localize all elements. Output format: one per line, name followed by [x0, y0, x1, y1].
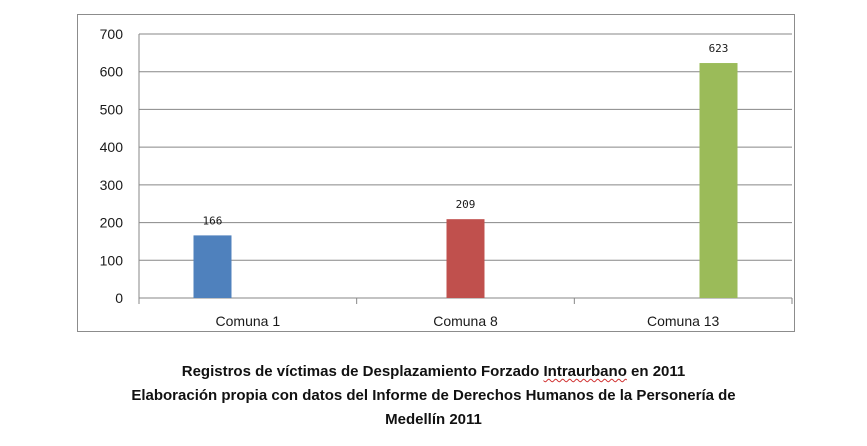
- y-tick-label: 0: [115, 290, 123, 306]
- bar: [699, 63, 738, 298]
- data-label: 209: [456, 198, 476, 211]
- chart-frame: 0 100 200 300 400 500 600 700 166 209 623 Comuna 1 C…: [77, 14, 795, 332]
- y-tick-label: 700: [100, 26, 124, 42]
- data-label: 166: [203, 214, 223, 227]
- caption-line-1-start: Registros de víctimas de Desplazamiento …: [181, 363, 544, 380]
- y-tick-label: 400: [100, 139, 124, 155]
- caption-spellcheck-word: Intraurbano: [543, 363, 627, 380]
- bar: [193, 235, 232, 298]
- y-tick-label: 100: [100, 252, 124, 268]
- caption-line-1: Registros de víctimas de Desplazamiento …: [0, 360, 867, 384]
- y-tick-label: 200: [100, 215, 124, 231]
- y-tick-label: 300: [100, 177, 124, 193]
- y-tick-label: 500: [100, 101, 124, 117]
- data-label: 623: [709, 42, 729, 55]
- x-category-label: Comuna 8: [433, 313, 498, 329]
- figure-caption: Registros de víctimas de Desplazamiento …: [0, 360, 867, 432]
- caption-line-1-end: en 2011: [626, 363, 686, 380]
- y-tick-label: 600: [100, 64, 124, 80]
- bar-chart: 0 100 200 300 400 500 600 700 166 209 623 Comuna 1 C…: [100, 26, 793, 329]
- bar: [446, 219, 485, 298]
- caption-line-2: Elaboración propia con datos del Informe…: [131, 387, 736, 404]
- x-category-label: Comuna 13: [647, 313, 720, 329]
- caption-line-3: Medellín 2011: [385, 411, 482, 428]
- x-category-label: Comuna 1: [216, 313, 281, 329]
